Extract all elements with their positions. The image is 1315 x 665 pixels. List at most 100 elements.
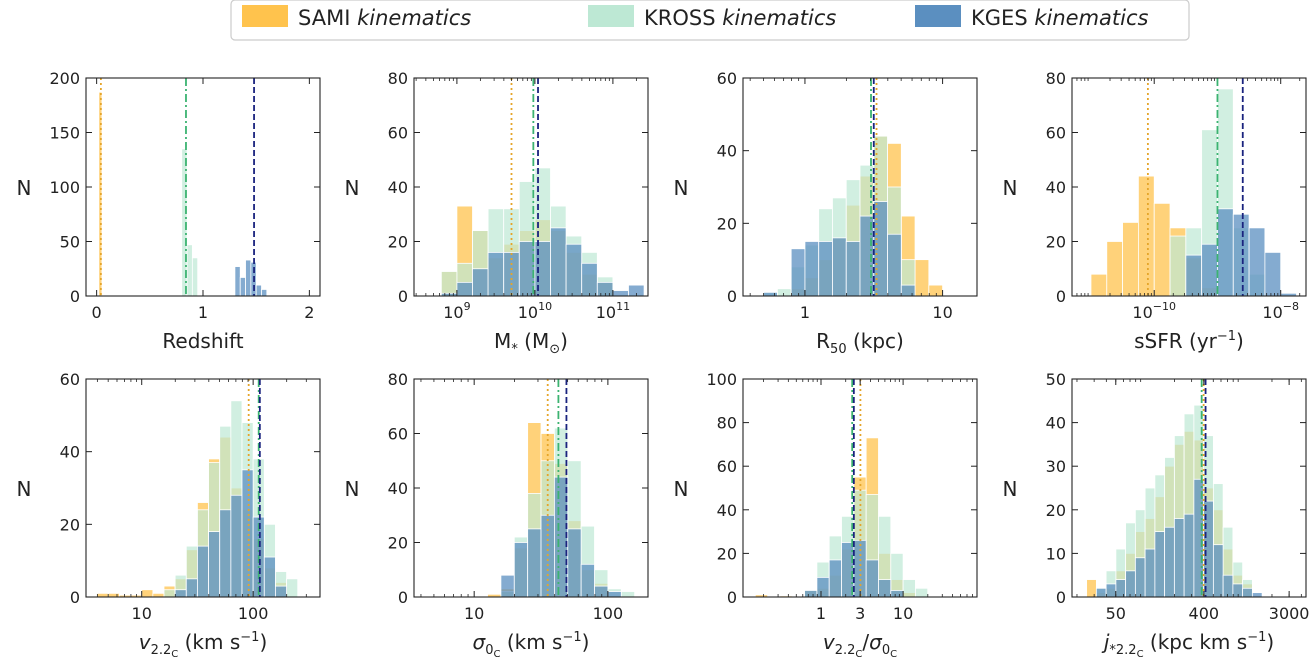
x-axis-label: j*2.2C (kpc km s−1) bbox=[1101, 630, 1274, 660]
xtick-label: 1010 bbox=[518, 300, 552, 322]
ytick-label: 60 bbox=[388, 124, 408, 143]
xtick-label: 1 bbox=[816, 604, 826, 623]
bar-kges-5 bbox=[255, 284, 262, 297]
bar-kges-2 bbox=[239, 277, 246, 297]
bar-kges-3 bbox=[1115, 579, 1127, 598]
ytick-label: 80 bbox=[717, 414, 737, 433]
bar-kges-10 bbox=[275, 585, 287, 598]
ytick-label: 40 bbox=[388, 479, 408, 498]
bar-kges-5 bbox=[853, 539, 867, 598]
bar-kges-3 bbox=[472, 268, 489, 297]
bar-kges-5 bbox=[1134, 557, 1146, 598]
ytick-label: 30 bbox=[1046, 457, 1066, 476]
bar-kges-8 bbox=[550, 227, 567, 297]
xtick-label: 10−10 bbox=[1132, 300, 1176, 322]
legend-label-kross: KROSS kinematics bbox=[644, 6, 836, 30]
bar-sami-2 bbox=[1106, 241, 1123, 297]
ytick-label: 0 bbox=[1056, 287, 1066, 306]
ytick-label: 50 bbox=[60, 233, 80, 252]
bar-kges-1 bbox=[1095, 587, 1107, 598]
axes-frame bbox=[1071, 378, 1307, 598]
bar-sami-5 bbox=[141, 589, 154, 598]
xtick-label: 100 bbox=[238, 604, 269, 623]
bar-kges-6 bbox=[845, 241, 861, 297]
xtick-label: 0 bbox=[92, 303, 102, 322]
ytick-label: 0 bbox=[70, 287, 80, 306]
legend: SAMI kinematics KROSS kinematics KGES ki… bbox=[230, 0, 1190, 41]
bar-kges-10 bbox=[581, 262, 598, 297]
x-axis-label: M* (M⊙) bbox=[494, 329, 568, 357]
bar-kges-8 bbox=[1164, 526, 1175, 598]
bar-kges-2 bbox=[456, 281, 473, 297]
x-axis-label: v2.2C/σ0C bbox=[823, 630, 897, 660]
bar-kges-9 bbox=[887, 233, 902, 297]
ytick-label: 200 bbox=[49, 69, 80, 88]
panel-5: 0 20 40 60 10 100 Nv2.2C (km s−1) bbox=[17, 370, 321, 660]
x-axis-label: sSFR (yr−1) bbox=[1134, 329, 1244, 353]
x-axis-label: v2.2C (km s−1) bbox=[139, 630, 268, 660]
bar-kross-2 bbox=[186, 244, 193, 297]
ytick-label: 100 bbox=[706, 370, 737, 389]
bar-kges-3 bbox=[527, 528, 542, 598]
panel-2: 0 20 40 60 80 109 1010 1011 N M* (M⊙) bbox=[345, 69, 649, 357]
bar-kges-4 bbox=[1125, 570, 1136, 598]
ytick-label: 80 bbox=[388, 370, 408, 389]
bar-kross-1 bbox=[163, 589, 176, 598]
bar-kges-9 bbox=[263, 556, 276, 598]
bar-kges-9 bbox=[607, 591, 622, 598]
x-axis-label: σ0C (km s−1) bbox=[473, 630, 590, 660]
ytick-label: 20 bbox=[1046, 233, 1066, 252]
xtick-label: 1 bbox=[800, 303, 810, 322]
xtick-label: 2 bbox=[304, 303, 314, 322]
ytick-label: 60 bbox=[1046, 124, 1066, 143]
axes-frame bbox=[85, 378, 321, 598]
ytick-label: 40 bbox=[1046, 178, 1066, 197]
panel-7: 0 20 40 60 80 100 1 3 10 Nv2.2C/σ0C bbox=[674, 370, 978, 660]
bar-kges-4 bbox=[487, 251, 505, 297]
bar-kges-1 bbox=[500, 574, 515, 598]
panel-8: 0 10 20 30 40 50 50 400 3000 Nj*2.2C (kpc km s−1) bbox=[1003, 370, 1310, 660]
ytick-label: 40 bbox=[717, 501, 737, 520]
ytick-label: 0 bbox=[727, 287, 737, 306]
ytick-label: 20 bbox=[60, 515, 80, 534]
ytick-label: 40 bbox=[717, 142, 737, 161]
bar-kges-14 bbox=[1222, 574, 1234, 598]
bar-kges-2 bbox=[790, 248, 806, 297]
xtick-label: 10−8 bbox=[1262, 300, 1299, 322]
ytick-label: 150 bbox=[49, 124, 80, 143]
bar-kges-1 bbox=[234, 266, 241, 297]
bar-kges-3 bbox=[804, 241, 820, 297]
bar-kges-2 bbox=[1201, 243, 1218, 297]
xtick-label: 3000 bbox=[1269, 604, 1310, 623]
ytick-label: 40 bbox=[388, 178, 408, 197]
bar-kross-12 bbox=[286, 578, 299, 598]
ytick-label: 20 bbox=[388, 534, 408, 553]
y-axis-label: N bbox=[674, 176, 689, 200]
xtick-label: 10 bbox=[932, 303, 952, 322]
bar-kges-1 bbox=[804, 590, 818, 598]
panel-1: 0 50 100 150 200 0 1 2 N Redshift bbox=[17, 69, 321, 353]
ytick-label: 60 bbox=[60, 370, 80, 389]
y-axis-label: N bbox=[1003, 176, 1018, 200]
bar-kges-2 bbox=[816, 576, 830, 598]
bar-kges-6 bbox=[261, 289, 268, 297]
bar-kross-2 bbox=[777, 288, 792, 297]
bar-kges-15 bbox=[1232, 583, 1244, 598]
xtick-label: 109 bbox=[443, 300, 470, 322]
xtick-label: 10 bbox=[464, 604, 484, 623]
ytick-label: 0 bbox=[1056, 588, 1066, 607]
xtick-label: 1 bbox=[198, 303, 208, 322]
legend-swatch-kross bbox=[588, 5, 634, 27]
x-axis-label: R50 (kpc) bbox=[816, 329, 904, 357]
panel-3: 0 20 40 60 1 10 N R50 (kpc) bbox=[674, 69, 978, 357]
bar-sami-3 bbox=[1122, 222, 1139, 297]
ytick-label: 10 bbox=[1046, 544, 1066, 563]
legend-label-kges: KGES kinematics bbox=[971, 6, 1149, 30]
xtick-label: 1011 bbox=[596, 300, 630, 322]
xtick-label: 3 bbox=[855, 604, 865, 623]
bar-kges-8 bbox=[594, 585, 609, 598]
